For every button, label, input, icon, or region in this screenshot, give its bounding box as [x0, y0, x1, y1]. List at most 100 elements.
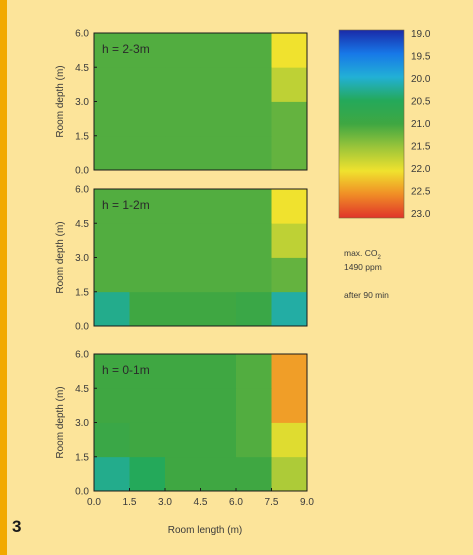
heatmap-panel: h = 1-2m 0.0 1.5 3.0 4.5 6.0 Room depth (m) — [55, 185, 308, 333]
heatmap-cell — [94, 456, 130, 492]
y-tick-label: 1.5 — [75, 287, 89, 298]
panel-title: h = 0-1m — [102, 363, 150, 377]
x-tick-label: 4.5 — [194, 497, 208, 508]
heatmap-cell — [271, 67, 308, 102]
y-tick-label: 0.0 — [75, 487, 89, 498]
y-tick-label: 3.0 — [75, 253, 89, 264]
heatmap-cell — [94, 291, 130, 327]
heatmap-cell — [271, 354, 308, 389]
heatmap-cell — [165, 189, 201, 224]
heatmap-cell — [236, 67, 272, 102]
heatmap-cell — [165, 257, 201, 293]
colorbar-label: 21.5 — [411, 142, 431, 153]
heatmap-cell — [165, 422, 201, 458]
heatmap-cell — [200, 223, 237, 258]
heatmap-cell — [94, 33, 130, 68]
heatmap-cell — [236, 223, 272, 258]
heatmap-cell — [200, 257, 237, 293]
panel-title: h = 2-3m — [102, 42, 150, 56]
x-tick-label: 7.5 — [265, 497, 279, 508]
accent-stripe — [0, 0, 7, 555]
heatmap-cell — [94, 67, 130, 102]
x-tick-label: 9.0 — [300, 497, 314, 508]
heatmap-cell — [271, 135, 308, 171]
heatmap-cell — [200, 354, 237, 389]
heatmap-cell — [129, 257, 166, 293]
y-axis-label: Room depth (m) — [55, 386, 66, 458]
y-axis-label: Room depth (m) — [55, 65, 66, 137]
heatmap-cell — [200, 33, 237, 68]
heatmap-cell — [236, 257, 272, 293]
heatmap-cell — [129, 223, 166, 258]
colorbar-label: 20.0 — [411, 74, 431, 85]
heatmap-cell — [165, 456, 201, 492]
heatmap-cell — [200, 189, 237, 224]
heatmap-cell — [129, 33, 166, 68]
heatmap-cell — [165, 135, 201, 171]
colorbar-label: 22.0 — [411, 164, 431, 175]
heatmap-cell — [271, 33, 308, 68]
heatmap-cell — [236, 101, 272, 137]
heatmap-cell — [129, 456, 166, 492]
y-tick-label: 4.5 — [75, 384, 89, 395]
y-tick-label: 6.0 — [75, 29, 89, 40]
heatmap-cell — [271, 291, 308, 327]
heatmap-cell — [236, 135, 272, 171]
heatmap-cell — [129, 67, 166, 102]
x-axis-label: Room length (m) — [168, 525, 242, 536]
heatmap-cell — [129, 354, 166, 389]
heatmap-cell — [200, 422, 237, 458]
heatmap-cell — [94, 189, 130, 224]
heatmap-cell — [200, 456, 237, 492]
heatmap-cell — [165, 67, 201, 102]
max-co2-label: max. CO2 — [344, 248, 382, 261]
heatmap-panel: h = 2-3m 0.0 1.5 3.0 4.5 6.0 Room depth (m) — [55, 29, 308, 177]
heatmap-cell — [129, 388, 166, 423]
panel-title: h = 1-2m — [102, 198, 150, 212]
heatmap-cell — [94, 422, 130, 458]
heatmap-cell — [271, 257, 308, 293]
heatmap-cell — [271, 456, 308, 492]
y-tick-label: 0.0 — [75, 166, 89, 177]
heatmap-cell — [94, 354, 130, 389]
y-tick-label: 4.5 — [75, 63, 89, 74]
heatmap-cell — [94, 135, 130, 171]
elapsed-time: after 90 min — [344, 290, 389, 300]
y-tick-label: 3.0 — [75, 97, 89, 108]
heatmap-cell — [236, 291, 272, 327]
heatmap-cell — [271, 388, 308, 423]
heatmap-cell — [129, 422, 166, 458]
heatmap-cell — [129, 101, 166, 137]
y-tick-label: 4.5 — [75, 219, 89, 230]
colorbar-label: 19.0 — [411, 29, 431, 40]
heatmap-cell — [200, 388, 237, 423]
heatmap-cell — [94, 223, 130, 258]
heatmap-cell — [271, 223, 308, 258]
colorbar-label: 20.5 — [411, 97, 431, 108]
y-axis-label: Room depth (m) — [55, 221, 66, 293]
heatmap-panels: h = 2-3m 0.0 1.5 3.0 4.5 6.0 Room depth (m) h =… — [55, 29, 308, 498]
heatmap-cell — [94, 257, 130, 293]
heatmap-cell — [94, 101, 130, 137]
y-tick-label: 3.0 — [75, 418, 89, 429]
heatmap-cell — [165, 291, 201, 327]
heatmap-cell — [200, 291, 237, 327]
heatmap-cell — [236, 354, 272, 389]
heatmap-cell — [129, 189, 166, 224]
colorbar: 19.0 19.5 20.0 20.5 21.0 21.5 22.0 22.5 23.0 — [338, 29, 431, 220]
heatmap-cell — [236, 189, 272, 224]
heatmap-cell — [271, 422, 308, 458]
heatmap-cell — [165, 354, 201, 389]
colorbar-label: 21.0 — [411, 119, 431, 130]
heatmap-cell — [200, 101, 237, 137]
colorbar-gradient — [338, 29, 405, 219]
x-tick-label: 3.0 — [158, 497, 172, 508]
y-tick-label: 6.0 — [75, 185, 89, 196]
heatmap-cell — [236, 388, 272, 423]
x-tick-label: 1.5 — [123, 497, 137, 508]
heatmap-cell — [165, 223, 201, 258]
heatmap-cell — [236, 456, 272, 492]
heatmap-cell — [200, 67, 237, 102]
colorbar-label: 19.5 — [411, 52, 431, 63]
